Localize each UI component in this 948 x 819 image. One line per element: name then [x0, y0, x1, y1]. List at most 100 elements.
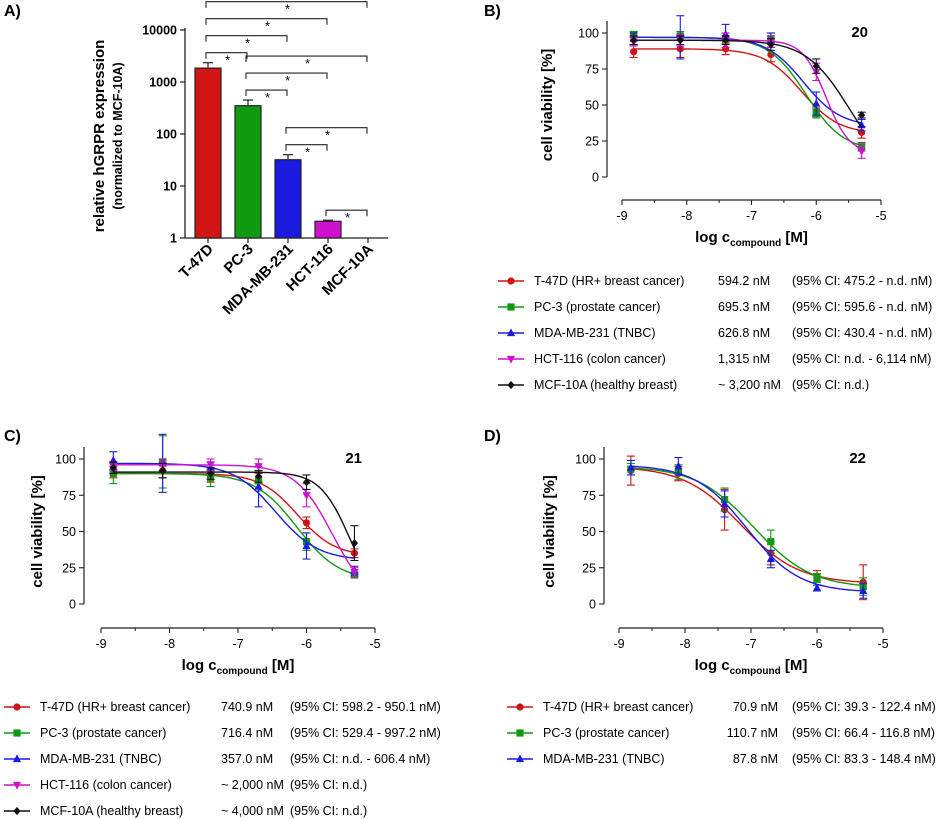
- x-tick-label: -9: [95, 637, 106, 651]
- x-tick-label: -6: [811, 637, 822, 651]
- significance-bracket: [325, 209, 368, 217]
- legend-ic50: ~ 2,000 nM: [221, 778, 284, 792]
- y-tick-label: 10: [163, 180, 177, 194]
- significance-bracket: [285, 127, 368, 134]
- series-mcf-10a: [109, 461, 359, 562]
- x-tick-label: -9: [616, 209, 627, 223]
- x-axis-label-unit: [M]: [781, 657, 808, 674]
- legend-ci: (95% CI: n.d. - 606.4 nM): [290, 752, 430, 766]
- series-mcf-10a: [629, 35, 866, 128]
- y-tick-label: 50: [582, 525, 596, 539]
- y-tick-label: 100: [575, 453, 596, 467]
- significance-star: *: [345, 211, 350, 225]
- legend-name: HCT-116 (colon cancer): [534, 352, 666, 366]
- legend-ci: (95% CI: 595.6 - n.d. nM): [792, 300, 932, 314]
- bar-hct-116: [314, 220, 342, 239]
- panel-label: C): [4, 428, 21, 445]
- y-tick-label: 75: [62, 489, 76, 503]
- x-axis-label-sub: compound: [730, 238, 781, 249]
- x-tick-label: -8: [164, 637, 175, 651]
- x-tick-label: -5: [875, 209, 886, 223]
- x-axis-label-main: log c: [695, 657, 730, 674]
- y-tick-label: 1: [170, 232, 177, 246]
- data-point: [767, 51, 775, 59]
- significance-bracket: [205, 18, 328, 25]
- legend-ci: (95% CI: 83.3 - 148.4 nM): [792, 752, 936, 766]
- x-axis-label-main: log c: [695, 229, 730, 246]
- significance-star: *: [305, 57, 310, 71]
- data-point: [302, 492, 311, 500]
- legend-ic50: 716.4 nM: [221, 726, 273, 740]
- legend-ci: (95% CI: 430.4 - n.d. nM): [792, 326, 932, 340]
- fit-curve: [630, 467, 864, 587]
- x-axis-label-unit: [M]: [268, 657, 295, 674]
- y-tick-label: 100: [578, 27, 599, 41]
- bar-pc-3: [234, 105, 262, 239]
- fit-curve: [113, 472, 355, 575]
- data-point: [812, 98, 821, 107]
- legend-name: HCT-116 (colon cancer): [40, 778, 172, 792]
- data-point: [630, 36, 638, 45]
- panel-title: 20: [851, 24, 868, 41]
- x-tick-label: -6: [811, 209, 822, 223]
- x-axis-label-sub: compound: [217, 666, 268, 677]
- legend-ci: (95% CI: n.d.): [290, 778, 367, 792]
- y-tick-label: 0: [589, 598, 596, 612]
- legend-ic50: 594.2 nM: [718, 274, 770, 288]
- x-axis-label-sub: compound: [730, 666, 781, 677]
- x-tick-label: -8: [679, 637, 690, 651]
- x-axis-label: log ccompound [M]: [695, 657, 808, 677]
- fit-curve: [633, 39, 863, 128]
- legend-ci: (95% CI: 475.2 - n.d. nM): [792, 274, 932, 288]
- x-axis-label: log ccompound [M]: [182, 657, 295, 677]
- legend-ic50: ~ 3,200 nM: [718, 378, 781, 392]
- x-tick-label: -6: [301, 637, 312, 651]
- data-point: [302, 519, 311, 527]
- y-tick-label: 25: [62, 561, 76, 575]
- legend-ic50: 740.9 nM: [221, 700, 273, 714]
- series-pc-3: [109, 435, 359, 579]
- y-tick-label: 0: [69, 598, 76, 612]
- y-tick-label: 0: [592, 171, 599, 185]
- x-axis-label-unit: [M]: [781, 229, 808, 246]
- legend-name: MDA-MB-231 (TNBC): [543, 752, 665, 766]
- data-point: [813, 574, 821, 582]
- x-tick-label: -7: [746, 209, 757, 223]
- data-point: [674, 461, 683, 470]
- data-point: [254, 481, 263, 490]
- y-tick-label: 1000: [149, 76, 177, 90]
- panel-label: D): [484, 428, 501, 445]
- y-tick-label: 100: [55, 453, 76, 467]
- legend-ci: (95% CI: 598.2 - 950.1 nM): [290, 700, 441, 714]
- legend-marker: [13, 729, 21, 737]
- data-point: [812, 62, 820, 71]
- significance-bracket: [245, 89, 288, 97]
- data-point: [254, 472, 263, 481]
- data-point: [766, 554, 775, 563]
- legend-marker: [515, 754, 525, 763]
- y-axis-label: cell viability [%]: [541, 475, 558, 588]
- fit-curve: [630, 465, 864, 592]
- data-point: [207, 469, 215, 478]
- legend-ic50: 70.9 nM: [733, 700, 778, 714]
- legend-ic50: 357.0 nM: [221, 752, 273, 766]
- legend-marker: [516, 703, 524, 711]
- series-t-47d: [629, 39, 866, 139]
- significance-star: *: [325, 129, 330, 143]
- series-hct-116: [629, 32, 866, 159]
- legend-marker: [506, 355, 516, 364]
- y-tick-label: 75: [585, 63, 599, 77]
- significance-bracket: [205, 35, 288, 42]
- panel-c: C) 0 25 50 75 100 -9 -8 -7 -6 -5 cell viability [%]…: [4, 428, 441, 818]
- fit-curve: [113, 464, 356, 572]
- data-point: [676, 36, 684, 45]
- legend-marker: [13, 806, 21, 816]
- x-tick-label: -5: [877, 637, 888, 651]
- data-point: [350, 539, 359, 548]
- data-point: [206, 461, 215, 470]
- legend-marker: [12, 781, 22, 790]
- fit-curve: [633, 39, 862, 150]
- data-point: [159, 466, 167, 475]
- x-tick-label: -7: [232, 637, 243, 651]
- panel-label: A): [4, 3, 21, 20]
